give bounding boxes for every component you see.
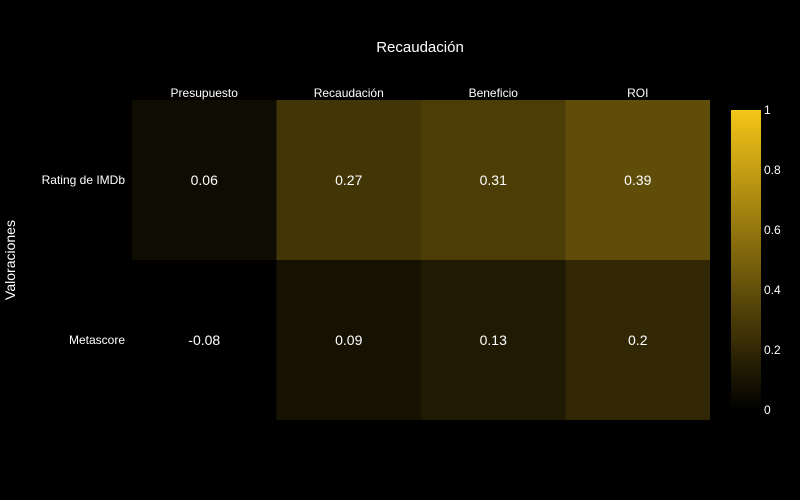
colorbar-ticks: 0 0.2 0.4 0.6 0.8 1 [764,103,781,417]
cell-value-label: 0.06 [191,172,218,188]
heatmap-cell [565,260,710,420]
x-tick-label: Beneficio [469,86,519,100]
heatmap-cells [132,100,710,420]
y-tick-label: Rating de IMDb [42,173,126,187]
heatmap-cell [276,260,421,420]
colorbar-tick-label: 0.4 [764,283,781,297]
colorbar-tick-label: 0.8 [764,163,781,177]
chart-title: Recaudación [376,39,464,56]
y-tick-label: Metascore [69,333,125,347]
cell-value-label: 0.2 [628,332,648,348]
x-tick-label: ROI [627,86,648,100]
x-axis-ticks: Presupuesto Recaudación Beneficio ROI [171,86,649,100]
cell-value-label: 0.13 [480,332,507,348]
heatmap-cell [421,100,566,260]
heatmap-cell [132,100,277,260]
cell-value-label: 0.27 [335,172,362,188]
heatmap-cell [565,100,710,260]
y-axis-label: Valoraciones [2,220,18,300]
colorbar-tick-label: 0.6 [764,223,781,237]
heatmap-cell [421,260,566,420]
x-tick-label: Recaudación [314,86,384,100]
cell-value-label: 0.39 [624,172,651,188]
colorbar-gradient [731,110,761,410]
cell-value-label: 0.31 [480,172,507,188]
x-tick-label: Presupuesto [171,86,239,100]
colorbar: 0 0.2 0.4 0.6 0.8 1 [731,103,781,417]
y-axis-ticks: Rating de IMDb Metascore [42,173,126,347]
cell-value-label: 0.09 [335,332,362,348]
colorbar-tick-label: 0 [764,403,771,417]
cell-value-label: -0.08 [188,332,220,348]
heatmap-cell [276,100,421,260]
colorbar-tick-label: 1 [764,103,771,117]
colorbar-tick-label: 0.2 [764,343,781,357]
heatmap-cell-labels: 0.06 0.27 0.31 0.39 -0.08 0.09 0.13 0.2 [188,172,651,348]
